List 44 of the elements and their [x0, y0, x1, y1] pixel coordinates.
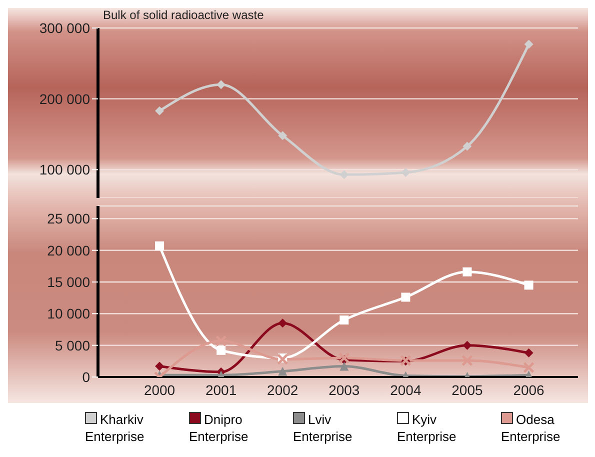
y-tick-label: 5 000 — [54, 337, 90, 354]
legend-label: Kyiv Enterprise — [397, 411, 458, 445]
y-tick-label: 25 000 — [47, 210, 90, 227]
x-tick-label: 2002 — [267, 382, 298, 398]
y-tick-label: 10 000 — [47, 306, 90, 322]
point — [462, 267, 472, 276]
point — [462, 340, 472, 350]
y-tick-label: 15 000 — [47, 274, 90, 290]
legend-label: Lviv Enterprise — [293, 411, 354, 445]
legend-label: Kharkiv Enterprise — [85, 411, 146, 445]
point — [524, 280, 534, 290]
point — [216, 346, 226, 355]
point — [523, 362, 535, 374]
legend-label: Dnipro Enterprise — [189, 411, 250, 445]
point — [276, 354, 288, 366]
point — [155, 241, 164, 250]
point — [524, 40, 534, 49]
point — [461, 354, 473, 366]
y-axis-title: Bulk of solid radioactive waste — [103, 8, 264, 22]
point — [338, 352, 350, 364]
point — [278, 366, 288, 376]
point — [524, 348, 534, 358]
point — [340, 316, 349, 324]
point — [278, 131, 288, 140]
x-tick-label: 2003 — [328, 382, 360, 398]
point — [462, 142, 472, 151]
x-tick-label: 2004 — [390, 382, 422, 398]
x-tick-label: 2006 — [513, 382, 545, 398]
x-tick-label: 2001 — [206, 382, 237, 398]
y-tick-label: 0 — [82, 368, 90, 385]
point — [155, 106, 164, 116]
legend-label: Odesa Enterprise — [501, 411, 562, 445]
y-tick-label: 100 000 — [39, 162, 90, 178]
point — [278, 318, 288, 328]
point — [340, 362, 349, 371]
y-tick-label: 200 000 — [39, 90, 90, 107]
point — [155, 362, 164, 371]
point — [215, 335, 227, 347]
y-tick-label: 20 000 — [47, 242, 90, 258]
point — [401, 292, 410, 302]
point — [216, 80, 226, 90]
y-tick-label: 300 000 — [39, 20, 90, 36]
x-tick-label: 2005 — [452, 382, 484, 398]
x-tick-label: 2000 — [144, 382, 176, 398]
